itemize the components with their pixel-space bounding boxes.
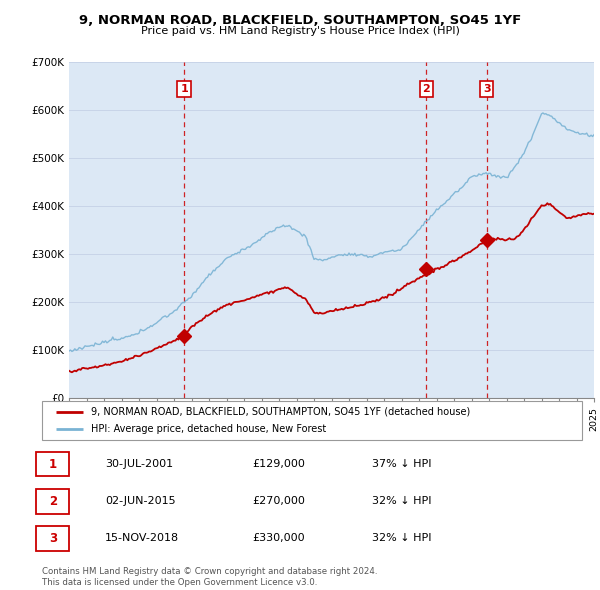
Text: 30-JUL-2001: 30-JUL-2001 bbox=[105, 459, 173, 469]
Text: 2: 2 bbox=[49, 494, 57, 508]
Text: 1: 1 bbox=[49, 457, 57, 471]
Text: 02-JUN-2015: 02-JUN-2015 bbox=[105, 496, 176, 506]
Text: 3: 3 bbox=[483, 84, 491, 94]
Text: 3: 3 bbox=[49, 532, 57, 545]
Text: Contains HM Land Registry data © Crown copyright and database right 2024.
This d: Contains HM Land Registry data © Crown c… bbox=[42, 568, 377, 586]
Text: 15-NOV-2018: 15-NOV-2018 bbox=[105, 533, 179, 543]
Text: 32% ↓ HPI: 32% ↓ HPI bbox=[372, 533, 431, 543]
Text: 9, NORMAN ROAD, BLACKFIELD, SOUTHAMPTON, SO45 1YF: 9, NORMAN ROAD, BLACKFIELD, SOUTHAMPTON,… bbox=[79, 14, 521, 27]
Text: 1: 1 bbox=[180, 84, 188, 94]
Text: 32% ↓ HPI: 32% ↓ HPI bbox=[372, 496, 431, 506]
Text: 37% ↓ HPI: 37% ↓ HPI bbox=[372, 459, 431, 469]
Text: 2: 2 bbox=[422, 84, 430, 94]
Text: HPI: Average price, detached house, New Forest: HPI: Average price, detached house, New … bbox=[91, 424, 326, 434]
Text: £330,000: £330,000 bbox=[252, 533, 305, 543]
Text: £270,000: £270,000 bbox=[252, 496, 305, 506]
Text: 9, NORMAN ROAD, BLACKFIELD, SOUTHAMPTON, SO45 1YF (detached house): 9, NORMAN ROAD, BLACKFIELD, SOUTHAMPTON,… bbox=[91, 407, 470, 417]
FancyBboxPatch shape bbox=[42, 401, 582, 440]
Text: £129,000: £129,000 bbox=[252, 459, 305, 469]
Text: Price paid vs. HM Land Registry's House Price Index (HPI): Price paid vs. HM Land Registry's House … bbox=[140, 26, 460, 35]
